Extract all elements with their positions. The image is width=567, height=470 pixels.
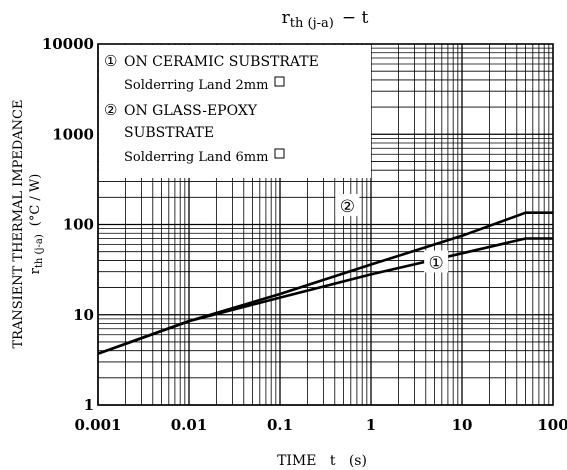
legend-box	[99, 45, 371, 178]
legend-entry-1-line2: Solderring Land 2mm	[124, 78, 268, 93]
chart-title: rth (j-a) − t	[282, 8, 369, 31]
chart-title-sub: th (j-a)	[290, 16, 334, 31]
legend-entry-1-line1: ON CERAMIC SUBSTRATE	[124, 54, 319, 70]
curve-label-1: ②	[340, 197, 355, 217]
y-axis-label-unit: (°C / W)	[28, 174, 43, 227]
chart-title-tail: − t	[342, 8, 369, 28]
square-glyph-2	[274, 148, 285, 159]
legend-entry-2-line1b: SUBSTRATE	[124, 125, 214, 141]
legend-entry-2-line2: Solderring Land 6mm	[124, 150, 268, 165]
y-axis-label-symbol: r	[28, 267, 43, 274]
y-axis-label: TRANSIENT THERMAL IMPEDANCE rth (j-a) (°C…	[11, 100, 45, 349]
x-tick-label: 100	[537, 416, 567, 434]
chart-title-main: r	[282, 8, 291, 28]
y-axis-label-line1: TRANSIENT THERMAL IMPEDANCE	[11, 100, 26, 349]
legend-entry-2-marker: ②	[104, 101, 117, 119]
x-tick-label: 0.1	[267, 416, 293, 434]
x-tick-label: 0.01	[171, 416, 208, 434]
series-line-2	[97, 211, 553, 355]
series-lines: ②①	[97, 194, 553, 355]
y-tick-label: 100	[63, 216, 94, 234]
curve-label-bg	[424, 250, 449, 273]
y-tick-label: 10000	[42, 35, 94, 53]
x-tick-label: 10	[452, 416, 473, 434]
legend-entry-1-marker: ①	[104, 52, 117, 70]
x-tick-label: 0.001	[75, 416, 122, 434]
legend-entry-2-line1: ON GLASS-EPOXY	[124, 103, 258, 119]
y-tick-label: 1	[84, 396, 94, 414]
plot-frame	[97, 43, 554, 406]
series-line-1	[97, 237, 553, 355]
y-tick-labels: 1 10 100 1000 10000	[42, 35, 94, 414]
y-tick-label: 10	[73, 306, 94, 324]
y-axis-label-sub: th (j-a)	[34, 234, 45, 268]
y-tick-label: 1000	[52, 125, 94, 143]
y-axis-label-line2: rth (j-a) (°C / W)	[28, 174, 45, 275]
square-glyph-1	[274, 76, 285, 87]
x-tick-label: 1	[366, 416, 376, 434]
curve-label-2: ①	[429, 253, 444, 273]
curve-label-bg	[335, 194, 360, 217]
x-tick-labels: 0.001 0.01 0.1 1 10 100	[75, 416, 567, 434]
legend: ① ON CERAMIC SUBSTRATE Solderring Land 2…	[104, 52, 319, 165]
x-axis-label: TIME t (s)	[277, 453, 367, 469]
